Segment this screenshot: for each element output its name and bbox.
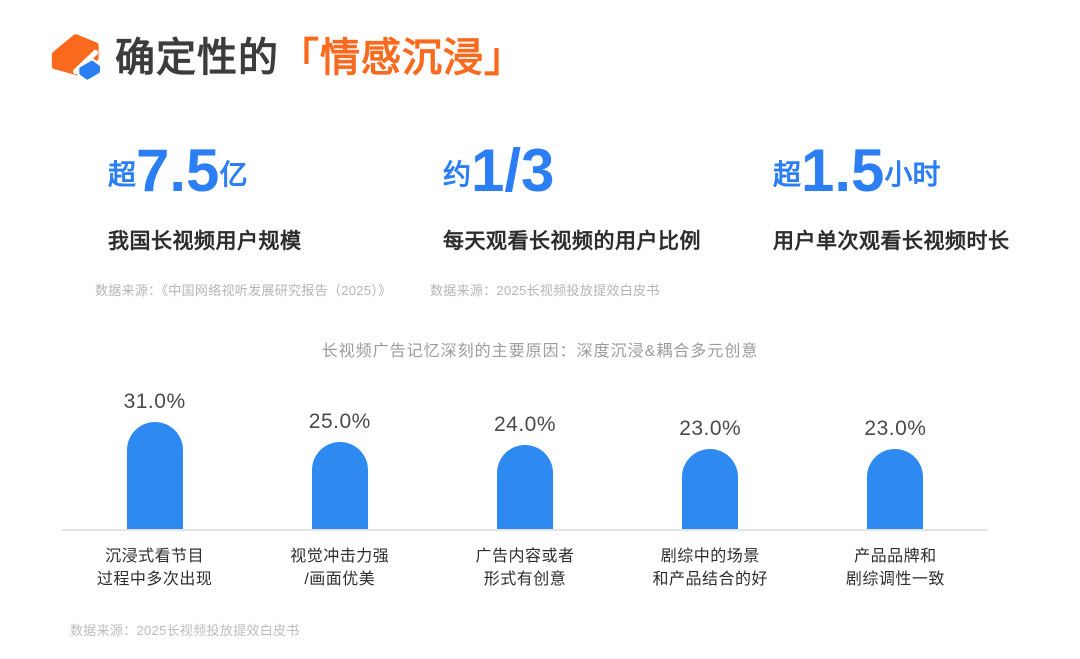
stat-source: 数据来源：2025长视频投放提效白皮书	[430, 283, 660, 298]
bar-group: 25.0%	[247, 390, 432, 529]
stat-daily-viewers-ratio: 约1/3 每天观看长视频的用户比例 数据来源：2025长视频投放提效白皮书	[430, 141, 750, 299]
bar-value-label: 25.0%	[308, 410, 371, 433]
bar-group: 23.0%	[618, 390, 803, 529]
stat-session-duration: 超1.5小时 用户单次观看长视频时长	[760, 141, 1070, 280]
stat-value: 1/3	[471, 137, 555, 204]
brand-cube-logo-icon	[51, 34, 100, 82]
stat-prefix: 超	[773, 159, 802, 190]
stat-number: 超1.5小时	[760, 141, 1070, 201]
chart-axis-line	[62, 529, 988, 531]
stat-source: 数据来源：《中国网络视听发展研究报告（2025）》	[95, 283, 392, 298]
bar-value-label: 23.0%	[679, 417, 742, 440]
stat-value: 1.5	[801, 137, 885, 204]
stat-suffix: 小时	[884, 159, 941, 190]
chart-title: 长视频广告记忆深刻的主要原因：深度沉浸&耦合多元创意	[321, 343, 759, 360]
stat-value: 7.5	[136, 137, 220, 204]
bar-category-label: 广告内容或者 形式有创意	[475, 548, 575, 588]
stat-prefix: 约	[443, 159, 472, 190]
header: 确定性的「情感沉浸」	[46, 30, 525, 86]
bar-value-label: 24.0%	[493, 413, 557, 436]
stat-label: 我国长视频用户规模	[108, 230, 302, 253]
bar-chart-categories: 沉浸式看节目 过程中多次出现 视觉冲击力强 /画面优美 广告内容或者 形式有创意 剧综…	[62, 545, 988, 591]
bar	[126, 422, 183, 529]
stat-number: 约1/3	[430, 141, 750, 201]
page-title-prefix: 确定性的	[115, 36, 279, 80]
bar-chart-plot: 31.0% 25.0% 24.0% 23.0% 23.0%	[62, 390, 988, 529]
bar	[497, 445, 553, 529]
chart-data-source: 数据来源：2025长视频投放提效白皮书	[70, 623, 300, 638]
bar-group: 31.0%	[62, 390, 247, 529]
bar-value-label: 31.0%	[123, 390, 186, 413]
page-title: 确定性的「情感沉浸」	[115, 34, 525, 82]
stat-users-scale: 超7.5亿 我国长视频用户规模 数据来源：《中国网络视听发展研究报告（2025）…	[95, 141, 425, 299]
bar-group: 24.0%	[432, 390, 617, 529]
bar-value-label: 23.0%	[864, 417, 927, 440]
bar-group: 23.0%	[803, 390, 988, 529]
bar-category-label: 沉浸式看节目 过程中多次出现	[96, 548, 213, 588]
bar	[867, 449, 924, 529]
stat-suffix: 亿	[219, 159, 248, 190]
stat-number: 超7.5亿	[95, 141, 425, 201]
bar-category-label: 剧综中的场景 和产品结合的好	[652, 548, 768, 588]
stat-label: 用户单次观看长视频时长	[773, 230, 1010, 253]
stat-label: 每天观看长视频的用户比例	[443, 230, 701, 253]
page-title-highlight: 「情感沉浸」	[279, 36, 525, 80]
bar-category-label: 视觉冲击力强 /画面优美	[290, 548, 390, 588]
stat-prefix: 超	[108, 159, 137, 190]
bar-category-label: 产品品牌和 剧综调性一致	[845, 548, 945, 588]
bar	[311, 442, 368, 529]
bar	[682, 449, 739, 529]
